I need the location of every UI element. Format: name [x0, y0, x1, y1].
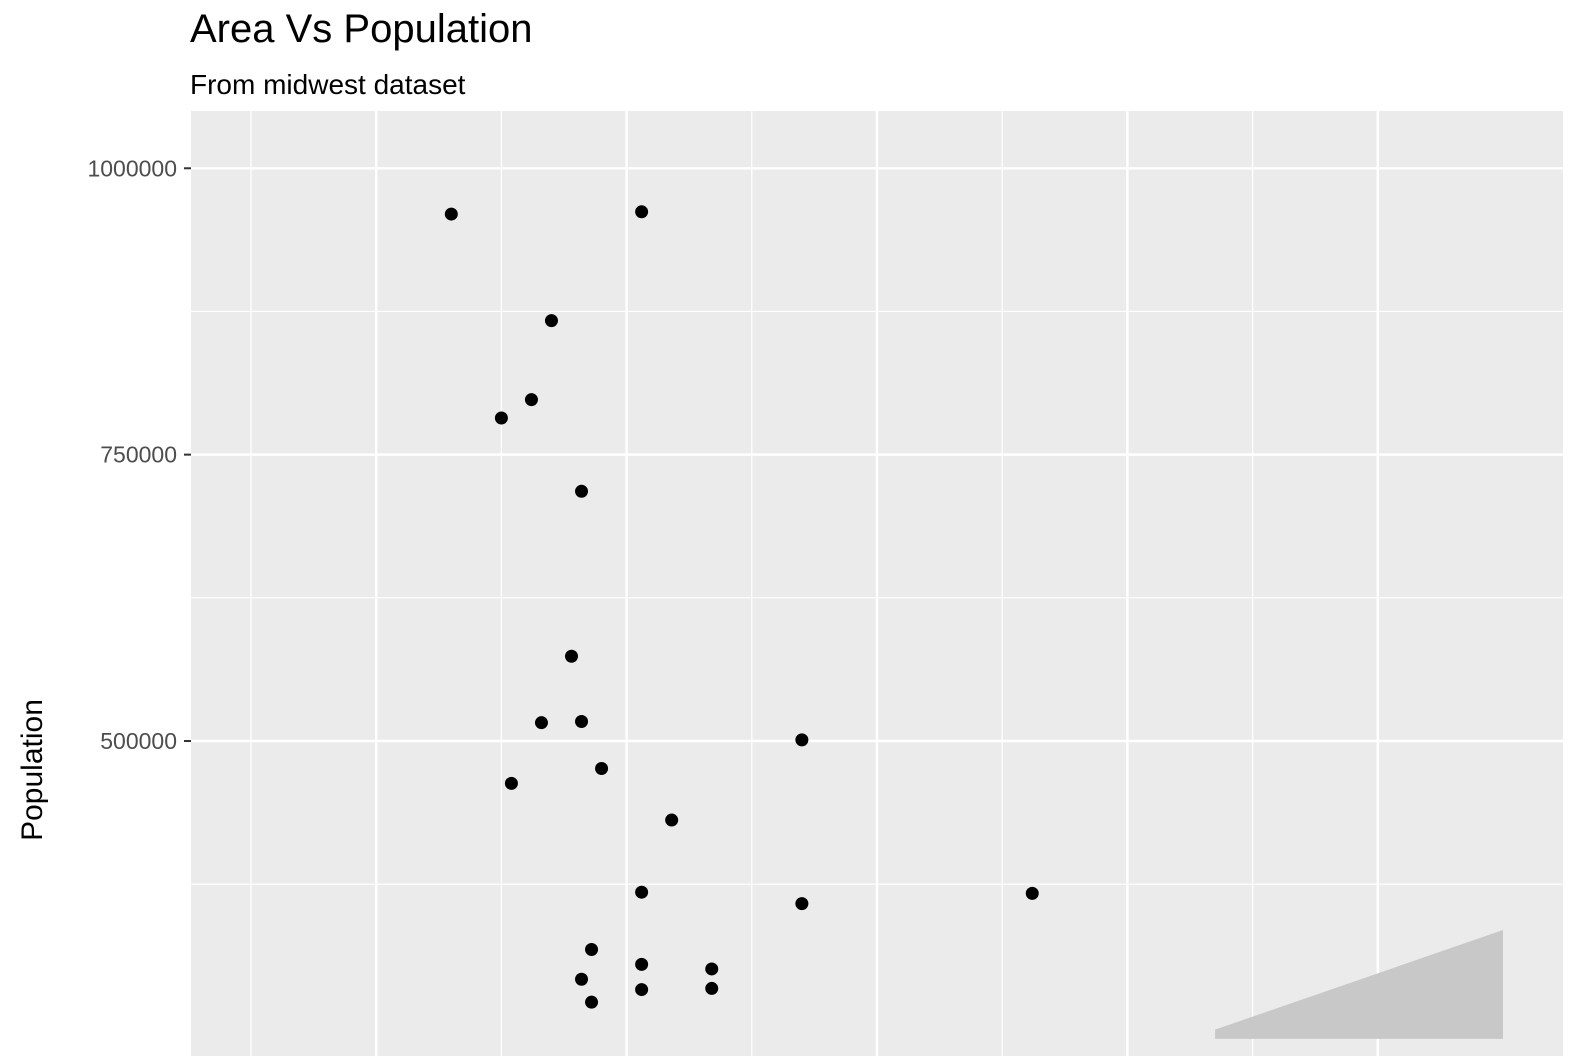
data-point-5: [575, 484, 589, 498]
data-point-19: [575, 972, 589, 986]
chart-subtitle: From midwest dataset: [190, 69, 466, 100]
data-point-13: [635, 885, 649, 899]
data-point-1: [635, 205, 649, 219]
y-tick-label-2: 1000000: [87, 155, 177, 181]
chart-title: Area Vs Population: [190, 7, 532, 51]
scatter-points: [444, 205, 1039, 1009]
data-point-0: [444, 207, 458, 221]
data-point-22: [585, 995, 599, 1009]
data-point-2: [544, 314, 558, 328]
major-gridlines: [191, 111, 1563, 1056]
data-point-17: [635, 957, 649, 971]
data-point-9: [795, 733, 809, 747]
data-point-20: [635, 983, 649, 997]
y-axis: 500000 750000 1000000: [87, 155, 191, 754]
y-tick-label-1: 750000: [100, 442, 177, 468]
data-point-16: [585, 942, 599, 956]
data-point-21: [705, 981, 719, 995]
confidence-ribbon: [1215, 930, 1503, 1039]
data-point-7: [534, 716, 548, 730]
data-point-11: [504, 776, 518, 790]
data-point-15: [1025, 886, 1039, 900]
data-point-6: [565, 649, 579, 663]
data-point-10: [595, 761, 609, 775]
y-tick-label-0: 500000: [100, 728, 177, 754]
data-point-18: [705, 962, 719, 976]
data-point-4: [494, 411, 508, 425]
y-axis-label: Population: [16, 699, 49, 841]
smooth-confidence-band: [1215, 930, 1503, 1039]
data-point-3: [524, 393, 538, 407]
data-point-8: [575, 715, 589, 729]
data-point-14: [795, 897, 809, 911]
data-point-12: [665, 813, 679, 827]
